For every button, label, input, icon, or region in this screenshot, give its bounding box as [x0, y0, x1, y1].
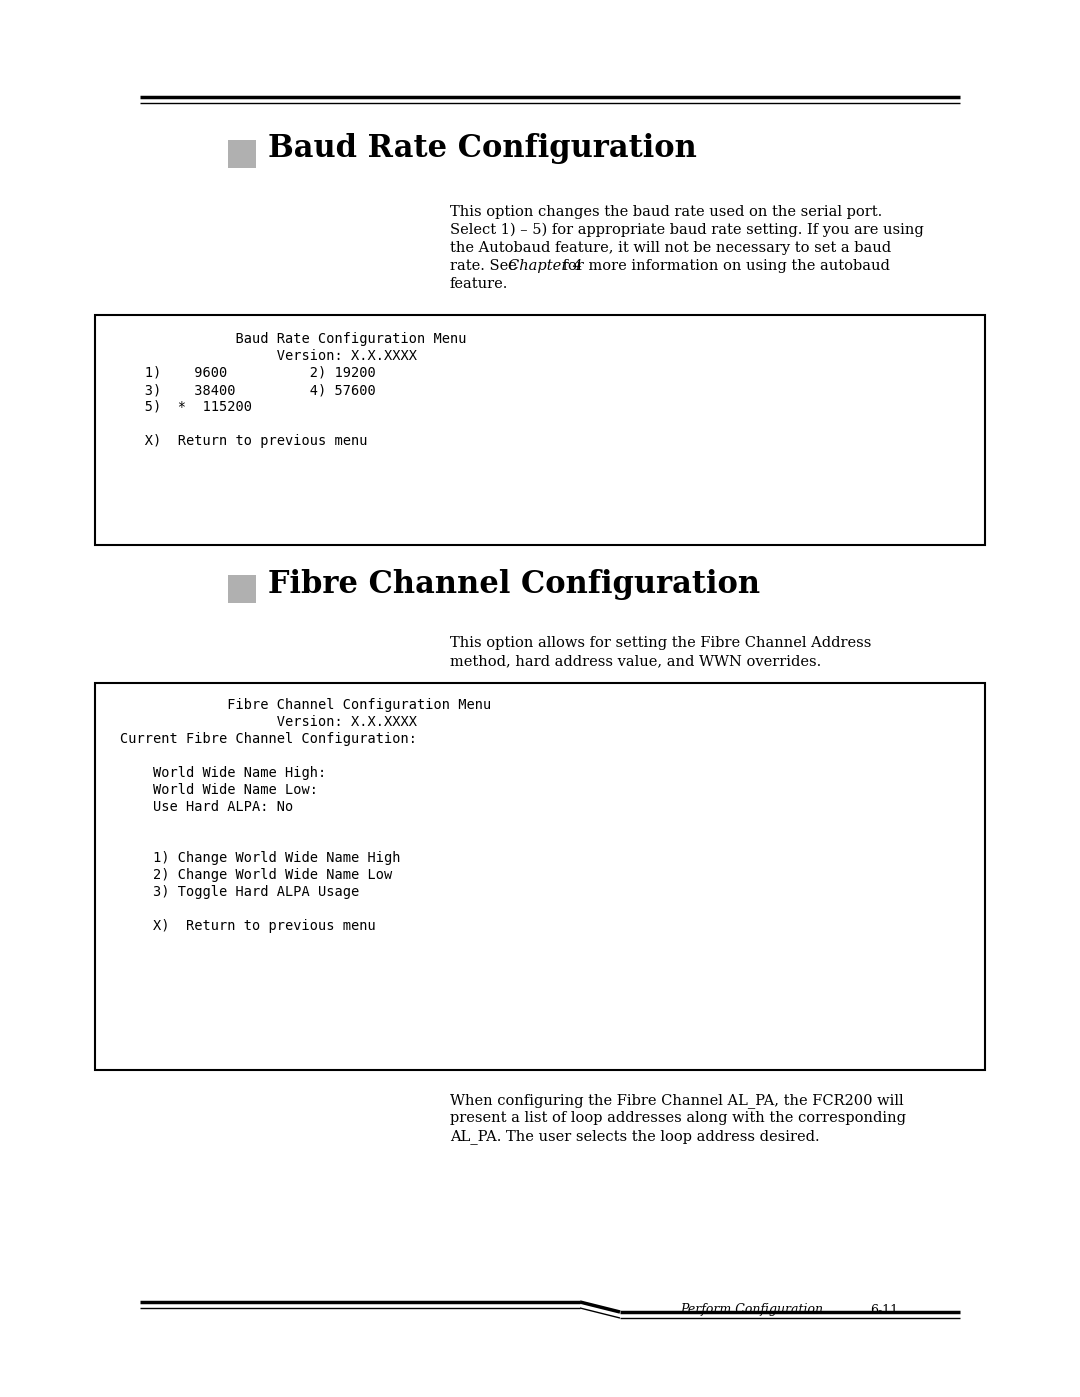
- Text: 3) Toggle Hard ALPA Usage: 3) Toggle Hard ALPA Usage: [120, 886, 360, 900]
- FancyBboxPatch shape: [95, 683, 985, 1070]
- Text: 5)  *  115200: 5) * 115200: [120, 400, 252, 414]
- Text: When configuring the Fibre Channel AL_PA, the FCR200 will: When configuring the Fibre Channel AL_PA…: [450, 1092, 904, 1108]
- Text: Select 1) – 5) for appropriate baud rate setting. If you are using: Select 1) – 5) for appropriate baud rate…: [450, 224, 923, 237]
- Text: the Autobaud feature, it will not be necessary to set a baud: the Autobaud feature, it will not be nec…: [450, 242, 891, 256]
- Text: for more information on using the autobaud: for more information on using the autoba…: [557, 258, 889, 272]
- Text: Version: X.X.XXXX: Version: X.X.XXXX: [120, 715, 417, 729]
- Text: Fibre Channel Configuration Menu: Fibre Channel Configuration Menu: [120, 698, 491, 712]
- Text: AL_PA. The user selects the loop address desired.: AL_PA. The user selects the loop address…: [450, 1129, 820, 1144]
- Bar: [228, 576, 256, 604]
- Text: Chapter 4: Chapter 4: [508, 258, 582, 272]
- Text: 3)    38400         4) 57600: 3) 38400 4) 57600: [120, 383, 376, 397]
- Bar: [228, 140, 256, 168]
- Text: Baud Rate Configuration Menu: Baud Rate Configuration Menu: [120, 332, 467, 346]
- Text: 1)    9600          2) 19200: 1) 9600 2) 19200: [120, 366, 376, 380]
- Text: 6-11: 6-11: [870, 1303, 899, 1316]
- Text: 1) Change World Wide Name High: 1) Change World Wide Name High: [120, 851, 401, 865]
- Text: Use Hard ALPA: No: Use Hard ALPA: No: [120, 800, 294, 814]
- Text: Version: X.X.XXXX: Version: X.X.XXXX: [120, 349, 417, 363]
- Text: This option changes the baud rate used on the serial port.: This option changes the baud rate used o…: [450, 205, 882, 219]
- Text: World Wide Name High:: World Wide Name High:: [120, 766, 326, 780]
- Text: Baud Rate Configuration: Baud Rate Configuration: [268, 133, 697, 163]
- Text: Current Fibre Channel Configuration:: Current Fibre Channel Configuration:: [120, 732, 417, 746]
- Text: X)  Return to previous menu: X) Return to previous menu: [120, 919, 376, 933]
- FancyBboxPatch shape: [95, 314, 985, 545]
- Text: feature.: feature.: [450, 277, 509, 291]
- Text: 2) Change World Wide Name Low: 2) Change World Wide Name Low: [120, 868, 392, 882]
- Text: X)  Return to previous menu: X) Return to previous menu: [120, 434, 367, 448]
- Text: rate. See: rate. See: [450, 258, 522, 272]
- Text: Fibre Channel Configuration: Fibre Channel Configuration: [268, 570, 760, 601]
- Text: World Wide Name Low:: World Wide Name Low:: [120, 782, 318, 798]
- Text: present a list of loop addresses along with the corresponding: present a list of loop addresses along w…: [450, 1111, 906, 1125]
- Text: method, hard address value, and WWN overrides.: method, hard address value, and WWN over…: [450, 654, 821, 668]
- Text: Perform Configuration: Perform Configuration: [680, 1303, 823, 1316]
- Text: This option allows for setting the Fibre Channel Address: This option allows for setting the Fibre…: [450, 636, 872, 650]
